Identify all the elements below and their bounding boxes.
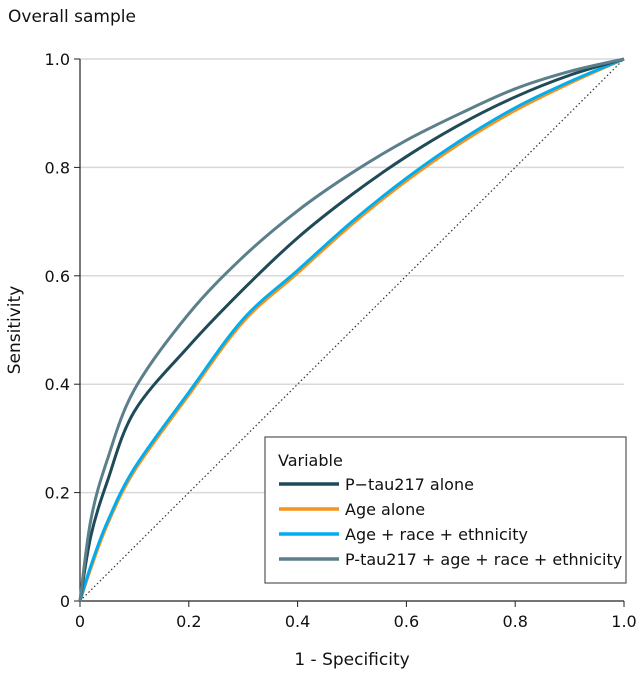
legend-label: P-tau217 + age + race + ethnicity (345, 550, 622, 569)
y-axis-label: Sensitivity (5, 286, 25, 375)
x-tick-label: 0.8 (502, 612, 527, 631)
series-line-2 (78, 57, 625, 602)
y-tick-label: 0.8 (45, 158, 70, 177)
x-tick-label: 1.0 (611, 612, 636, 631)
x-tick-label: 0.4 (285, 612, 310, 631)
y-tick-label: 1.0 (45, 50, 70, 69)
legend-label: Age + race + ethnicity (345, 525, 528, 544)
x-tick-label: 0.2 (176, 612, 201, 631)
x-tick-label: 0.6 (394, 612, 419, 631)
legend-title: Variable (278, 451, 343, 470)
x-tick-label: 0 (75, 612, 85, 631)
series-line-3 (78, 57, 625, 602)
x-axis-label: 1 - Specificity (294, 650, 409, 670)
y-tick-label: 0.4 (45, 375, 70, 394)
legend-label: Age alone (345, 500, 425, 519)
y-tick-label: 0.2 (45, 484, 70, 503)
legend-label: P−tau217 alone (345, 475, 474, 494)
series-line-0 (78, 57, 625, 602)
y-tick-label: 0.6 (45, 267, 70, 286)
y-tick-label: 0 (60, 592, 70, 611)
chart-title: Overall sample (8, 7, 136, 27)
